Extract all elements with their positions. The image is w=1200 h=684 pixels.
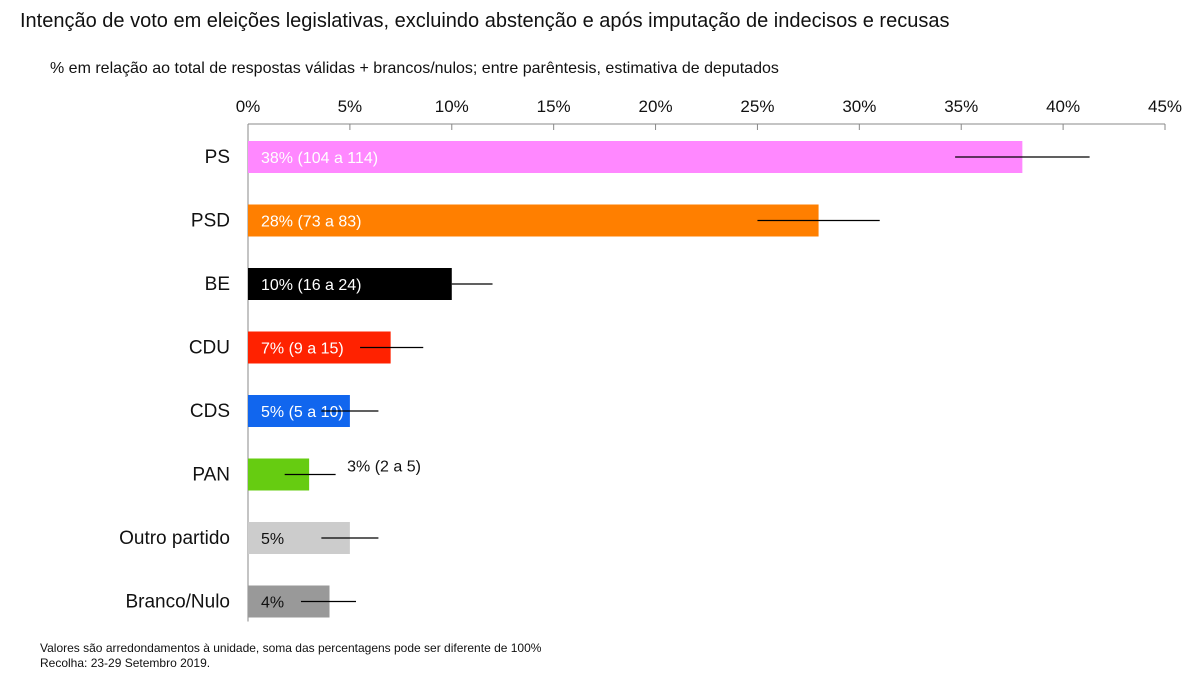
- x-tick-label: 0%: [236, 97, 261, 116]
- category-label: PAN: [192, 465, 230, 486]
- x-tick-label: 35%: [944, 97, 978, 116]
- footer-note: Valores são arredondamentos à unidade, s…: [40, 641, 542, 655]
- bar: [248, 141, 1023, 173]
- x-tick-label: 5%: [338, 97, 363, 116]
- x-tick-label: 10%: [435, 97, 469, 116]
- chart-title: Intenção de voto em eleições legislativa…: [20, 10, 950, 32]
- category-label: Branco/Nulo: [125, 592, 230, 613]
- data-label: 10% (16 a 24): [261, 277, 362, 294]
- x-tick-label: 30%: [842, 97, 876, 116]
- x-tick-label: 20%: [639, 97, 673, 116]
- category-label: PSD: [191, 211, 230, 232]
- category-label: CDU: [189, 338, 230, 359]
- x-tick-label: 45%: [1148, 97, 1182, 116]
- data-label: 7% (9 a 15): [261, 341, 344, 358]
- footer-source: Recolha: 23-29 Setembro 2019.: [40, 656, 211, 670]
- x-tick-label: 40%: [1046, 97, 1080, 116]
- chart-subtitle: % em relação ao total de respostas válid…: [50, 60, 779, 77]
- data-label: 5%: [261, 531, 284, 548]
- data-label: 3% (2 a 5): [347, 459, 421, 476]
- data-label: 28% (73 a 83): [261, 214, 362, 231]
- bar: [248, 268, 452, 300]
- data-label: 4%: [261, 595, 284, 612]
- x-tick-label: 25%: [740, 97, 774, 116]
- x-tick-label: 15%: [537, 97, 571, 116]
- data-label: 38% (104 a 114): [261, 150, 378, 167]
- data-label: 5% (5 a 10): [261, 404, 344, 421]
- category-label: CDS: [190, 401, 230, 422]
- category-label: PS: [205, 147, 230, 168]
- chart-footer: Valores são arredondamentos à unidade, s…: [40, 641, 541, 671]
- bar: [248, 204, 819, 237]
- category-label: Outro partido: [119, 528, 230, 549]
- category-label: BE: [205, 274, 230, 295]
